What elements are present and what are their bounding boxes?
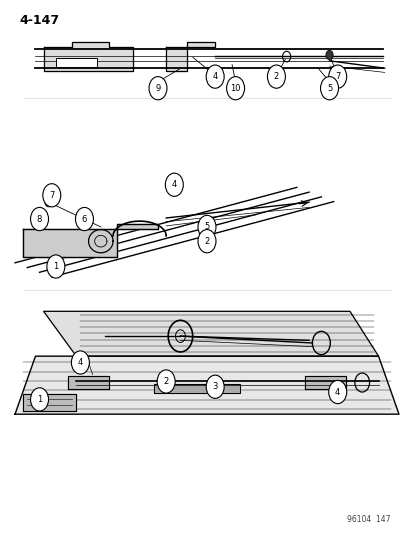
Polygon shape xyxy=(68,376,109,389)
Text: 3: 3 xyxy=(212,382,217,391)
Text: 2: 2 xyxy=(204,237,209,246)
Text: 8: 8 xyxy=(37,214,42,223)
Circle shape xyxy=(328,381,346,403)
Circle shape xyxy=(197,230,216,253)
Polygon shape xyxy=(23,394,76,411)
Text: 2: 2 xyxy=(273,72,278,81)
Text: 4: 4 xyxy=(212,72,217,81)
Circle shape xyxy=(31,207,48,231)
Circle shape xyxy=(320,77,338,100)
Circle shape xyxy=(197,215,216,239)
Circle shape xyxy=(45,197,52,207)
Text: 4-147: 4-147 xyxy=(19,14,59,27)
Text: 1: 1 xyxy=(37,395,42,404)
Text: 4: 4 xyxy=(334,387,339,397)
Polygon shape xyxy=(43,311,377,356)
Text: 4: 4 xyxy=(78,358,83,367)
Text: 6: 6 xyxy=(82,214,87,223)
Text: 1: 1 xyxy=(53,262,58,271)
Text: 7: 7 xyxy=(49,191,55,200)
Text: 7: 7 xyxy=(334,72,339,81)
Circle shape xyxy=(328,65,346,88)
Circle shape xyxy=(47,255,65,278)
Circle shape xyxy=(43,184,61,207)
Circle shape xyxy=(31,388,48,411)
Circle shape xyxy=(157,370,175,393)
Circle shape xyxy=(226,77,244,100)
Polygon shape xyxy=(43,42,133,71)
Text: 5: 5 xyxy=(204,222,209,231)
Text: 5: 5 xyxy=(326,84,331,93)
Polygon shape xyxy=(15,356,398,414)
Text: 96104  147: 96104 147 xyxy=(347,515,390,524)
Circle shape xyxy=(206,375,223,398)
Circle shape xyxy=(267,65,285,88)
Text: 4: 4 xyxy=(171,180,176,189)
Circle shape xyxy=(71,351,89,374)
FancyBboxPatch shape xyxy=(56,58,97,67)
Text: 9: 9 xyxy=(155,84,160,93)
Circle shape xyxy=(75,207,93,231)
Polygon shape xyxy=(154,384,239,393)
Circle shape xyxy=(325,50,332,60)
Polygon shape xyxy=(304,376,345,389)
Text: 2: 2 xyxy=(163,377,169,386)
Text: 10: 10 xyxy=(230,84,240,93)
Circle shape xyxy=(206,65,223,88)
Polygon shape xyxy=(23,224,158,257)
Polygon shape xyxy=(166,42,215,71)
Circle shape xyxy=(165,173,183,196)
Circle shape xyxy=(149,77,166,100)
